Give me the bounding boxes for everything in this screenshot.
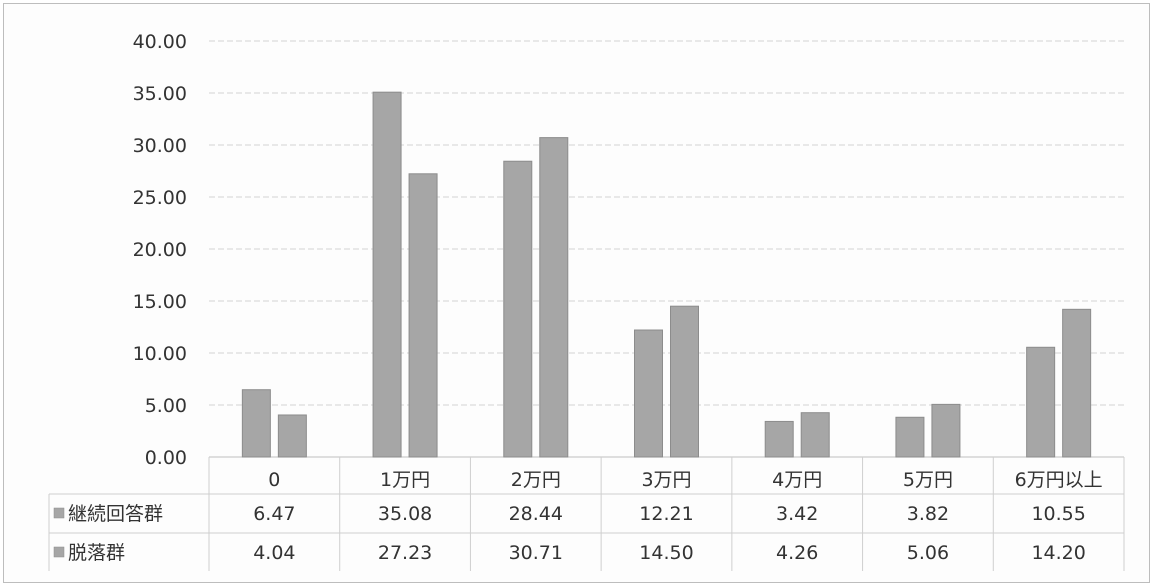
data-label: 30.71 xyxy=(509,542,563,564)
data-label: 6.47 xyxy=(253,503,295,525)
y-axis: 0.00 5.00 10.00 15.00 20.00 25.00 30.00 35.00 40… xyxy=(133,31,187,469)
legend-swatch xyxy=(53,507,65,519)
bar-継続回答群-1万円 xyxy=(372,91,402,458)
bar-継続回答群-3万円 xyxy=(634,329,663,458)
data-label: 4.26 xyxy=(776,542,818,564)
y-tick-label: 15.00 xyxy=(133,291,187,313)
y-tick-label: 25.00 xyxy=(133,187,187,209)
y-tick-label: 30.00 xyxy=(133,135,187,157)
y-tick-label: 35.00 xyxy=(133,83,187,105)
y-tick-label: 40.00 xyxy=(133,31,187,53)
data-label: 14.50 xyxy=(639,542,693,564)
category-label: 1万円 xyxy=(380,469,430,491)
bar-脱落群-4万円 xyxy=(800,412,830,458)
category-label: 0 xyxy=(268,469,280,491)
data-label: 14.20 xyxy=(1031,542,1085,564)
bar-脱落群-0 xyxy=(277,414,307,458)
data-label: 35.08 xyxy=(378,503,432,525)
bars xyxy=(241,91,1092,458)
data-label: 27.23 xyxy=(378,542,432,564)
data-label: 10.55 xyxy=(1031,503,1085,525)
data-label: 12.21 xyxy=(639,503,693,525)
data-label: 5.06 xyxy=(907,542,949,564)
data-label: 3.42 xyxy=(776,503,818,525)
bar-脱落群-6万円以上 xyxy=(1062,308,1092,458)
bar-継続回答群-4万円 xyxy=(764,420,794,458)
bar-脱落群-5万円 xyxy=(931,403,961,458)
category-label: 4万円 xyxy=(772,469,822,491)
legend-swatch xyxy=(53,546,65,558)
bar-継続回答群-0 xyxy=(241,389,271,458)
bar-継続回答群-5万円 xyxy=(895,416,925,458)
data-label: 3.82 xyxy=(907,503,949,525)
category-label: 6万円以上 xyxy=(1015,469,1103,491)
legend-label: 継続回答群 xyxy=(68,503,163,525)
bar-脱落群-3万円 xyxy=(670,305,699,458)
y-tick-label: 20.00 xyxy=(133,239,187,261)
gridlines xyxy=(209,40,1124,458)
category-label: 5万円 xyxy=(903,469,953,491)
bar-chart: 0.00 5.00 10.00 15.00 20.00 25.00 30.00 35.00 40… xyxy=(48,31,1125,571)
y-tick-label: 10.00 xyxy=(133,343,187,365)
data-label: 4.04 xyxy=(253,542,295,564)
bar-脱落群-2万円 xyxy=(539,137,569,458)
y-tick-label: 5.00 xyxy=(145,395,187,417)
y-tick-label: 0.00 xyxy=(145,447,187,469)
bar-脱落群-1万円 xyxy=(408,173,438,458)
category-label: 2万円 xyxy=(511,469,561,491)
category-label: 3万円 xyxy=(641,469,691,491)
bar-継続回答群-2万円 xyxy=(503,160,533,458)
bar-継続回答群-6万円以上 xyxy=(1026,346,1056,458)
data-label: 28.44 xyxy=(509,503,563,525)
legend-label: 脱落群 xyxy=(68,542,125,564)
chart-frame: 0.00 5.00 10.00 15.00 20.00 25.00 30.00 35.00 40… xyxy=(3,3,1150,583)
